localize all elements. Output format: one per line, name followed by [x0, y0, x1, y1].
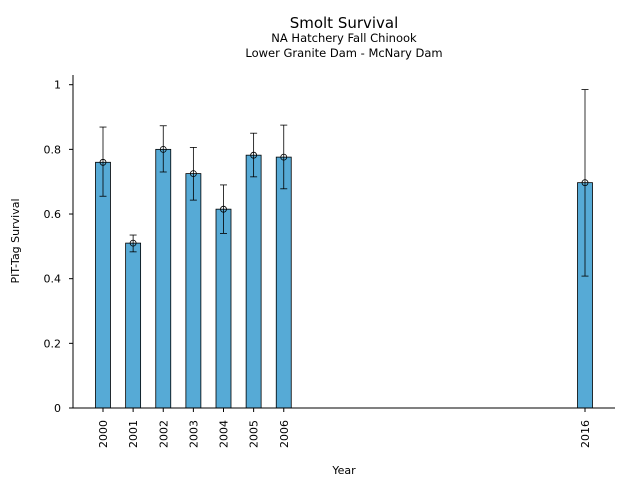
y-tick-label: 0.4 — [44, 273, 62, 286]
y-tick-label: 0.2 — [44, 337, 62, 350]
point-marker-2006 — [280, 153, 288, 161]
x-tick-label: 2000 — [97, 420, 110, 448]
y-tick-label: 0.6 — [44, 208, 62, 221]
y-axis-ticks: 0 0.2 0.4 0.6 0.8 1 — [44, 79, 73, 415]
y-tick-label: 0.8 — [44, 143, 62, 156]
bar-2000 — [95, 161, 111, 409]
x-tick-label: 2005 — [248, 420, 261, 448]
point-marker-2005 — [250, 151, 258, 159]
point-marker-2003 — [189, 170, 197, 178]
point-marker-2004 — [220, 205, 227, 213]
bar-2005 — [245, 154, 262, 409]
bar-2003 — [185, 173, 202, 409]
point-marker-2016 — [581, 179, 589, 187]
chart-subtitle-line-2: Lower Granite Dam - McNary Dam — [245, 46, 442, 60]
x-tick-label: 2006 — [278, 420, 291, 448]
chart-subtitle-line-1: NA Hatchery Fall Chinook — [271, 31, 417, 45]
chart-title: Smolt Survival — [290, 14, 399, 32]
x-tick-label: 2003 — [187, 420, 200, 448]
x-axis-ticks: 2000 2001 2002 2003 2004 2005 2006 2016 — [97, 408, 592, 448]
point-marker-2000 — [99, 158, 107, 166]
y-tick-label: 0 — [54, 402, 61, 415]
bar-2002 — [155, 148, 172, 409]
x-tick-label: 2002 — [157, 420, 170, 448]
y-axis-label: PIT-Tag Survival — [9, 198, 22, 283]
point-marker-2001 — [129, 239, 137, 247]
plot-area — [95, 89, 593, 409]
x-tick-label: 2001 — [127, 420, 140, 448]
x-tick-label: 2016 — [579, 420, 592, 448]
bar-2006 — [275, 156, 292, 409]
x-axis-label: Year — [331, 464, 356, 477]
bar-2001 — [125, 242, 142, 409]
y-tick-label: 1 — [54, 79, 61, 92]
point-marker-2002 — [159, 145, 167, 153]
x-tick-label: 2004 — [218, 420, 231, 448]
bar-2004 — [215, 208, 232, 409]
